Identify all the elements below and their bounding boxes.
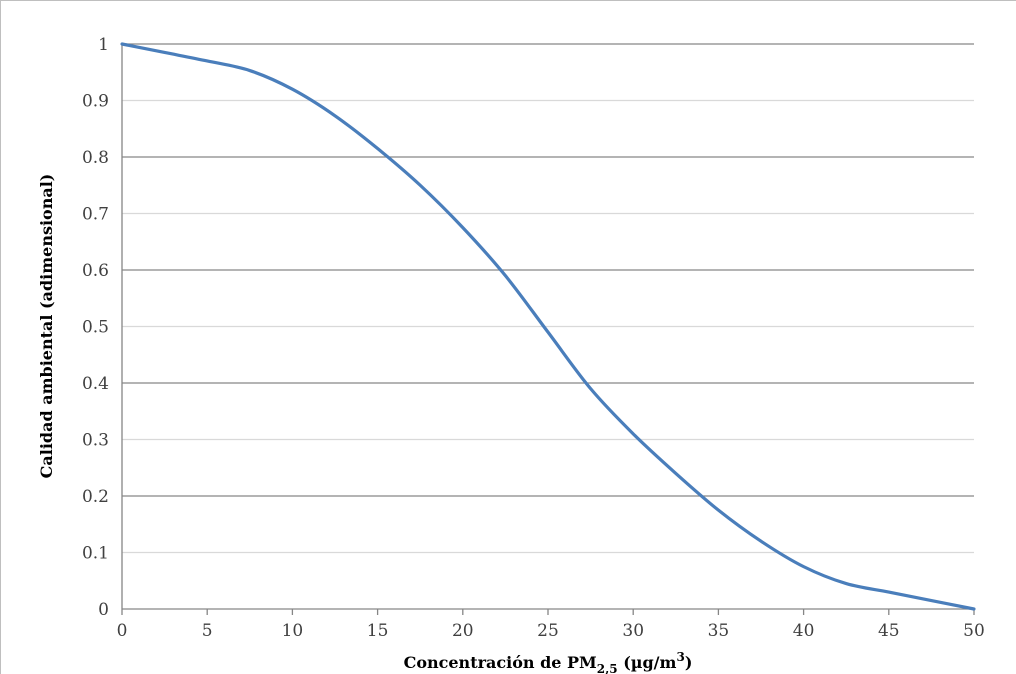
x-tick-label: 35	[708, 621, 730, 641]
y-tick-label: 0.8	[82, 148, 109, 168]
x-tick-label: 40	[793, 621, 815, 641]
x-tick-label: 25	[537, 621, 559, 641]
y-tick-labels: 0 0.1 0.2 0.3 0.4 0.5 0.6 0.7 0.8 0.9 1	[82, 35, 109, 620]
x-tick-label: 10	[282, 621, 304, 641]
y-tick-label: 0.1	[82, 544, 109, 564]
x-tick-label: 20	[452, 621, 474, 641]
x-tick-label: 5	[202, 621, 213, 641]
y-tick-label: 0.7	[82, 205, 109, 225]
y-tick-label: 0.9	[82, 92, 109, 112]
y-axis-title: Calidad ambiental (adimensional)	[37, 174, 56, 479]
x-tick-label: 0	[117, 621, 128, 641]
x-tick-labels: 0 5 10 15 20 25 30 35 40 45 50	[117, 621, 985, 641]
y-tick-label: 0.4	[82, 374, 109, 394]
y-tick-label: 0	[98, 600, 109, 620]
x-tick-label: 50	[963, 621, 985, 641]
series-line	[120, 42, 976, 611]
y-tick-label: 1	[98, 35, 109, 55]
y-tick-label: 0.2	[82, 487, 109, 507]
x-axis-title: Concentración de PM2,5 (µg/m3)	[404, 650, 693, 674]
y-tick-label: 0.6	[82, 261, 109, 281]
x-tick-label: 45	[878, 621, 900, 641]
series-layer	[120, 42, 976, 611]
gridlines	[122, 43, 974, 554]
x-tick-label: 30	[622, 621, 644, 641]
y-tick-label: 0.5	[82, 318, 109, 338]
y-tick-label: 0.3	[82, 431, 109, 451]
x-tick-label: 15	[367, 621, 389, 641]
